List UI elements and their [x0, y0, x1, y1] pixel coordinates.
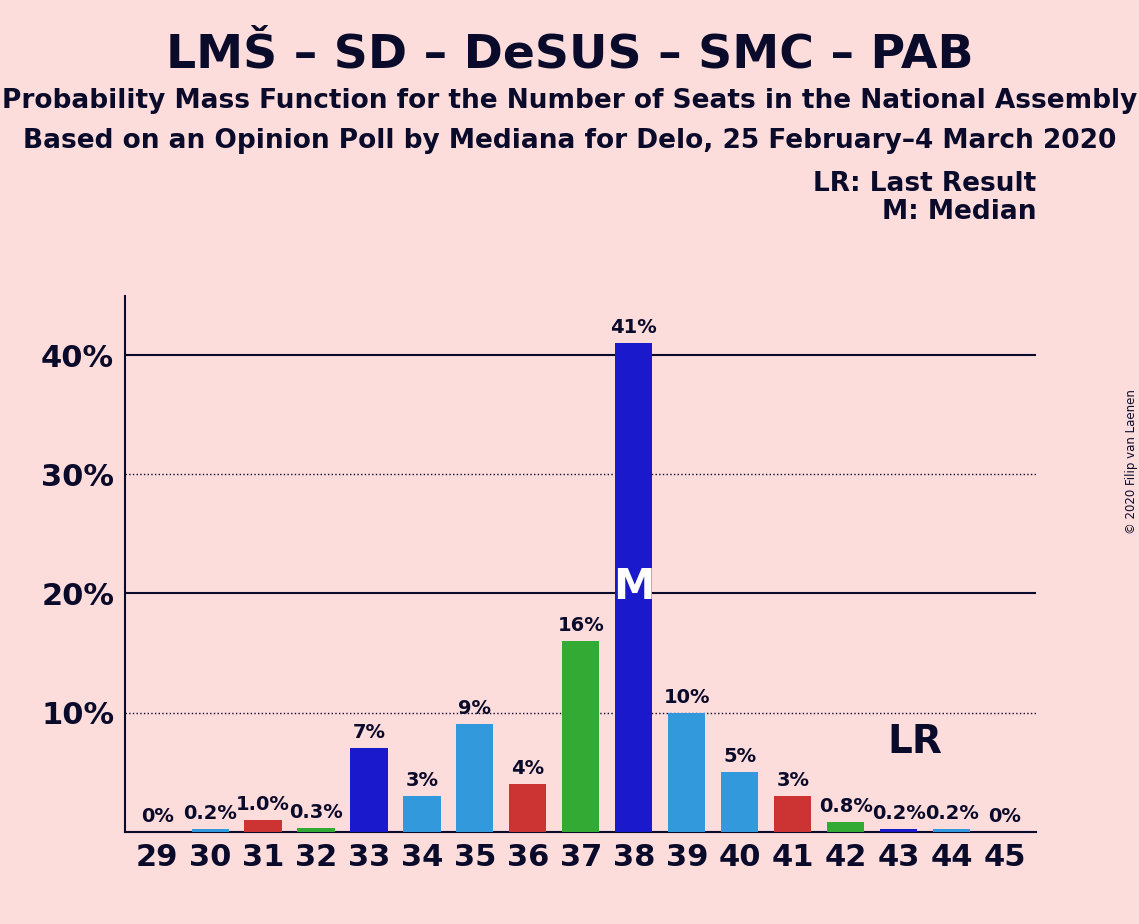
Text: LMŠ – SD – DeSUS – SMC – PAB: LMŠ – SD – DeSUS – SMC – PAB	[165, 32, 974, 78]
Text: 3%: 3%	[777, 771, 810, 790]
Text: 16%: 16%	[557, 616, 605, 635]
Bar	[880, 829, 917, 832]
Text: 10%: 10%	[664, 687, 710, 707]
Bar	[457, 724, 493, 832]
Text: 0%: 0%	[140, 807, 173, 826]
Text: M: Median: M: Median	[882, 199, 1036, 225]
Bar	[191, 829, 229, 832]
Bar	[509, 784, 547, 832]
Text: 0.3%: 0.3%	[289, 803, 343, 822]
Bar	[615, 344, 653, 832]
Bar	[245, 820, 281, 832]
Bar	[827, 822, 865, 832]
Text: 4%: 4%	[511, 759, 544, 778]
Bar	[721, 772, 759, 832]
Text: 1.0%: 1.0%	[236, 795, 290, 814]
Text: Probability Mass Function for the Number of Seats in the National Assembly: Probability Mass Function for the Number…	[2, 88, 1137, 114]
Bar	[933, 829, 970, 832]
Bar	[563, 641, 599, 832]
Text: Based on an Opinion Poll by Mediana for Delo, 25 February–4 March 2020: Based on an Opinion Poll by Mediana for …	[23, 128, 1116, 153]
Bar	[403, 796, 441, 832]
Bar	[669, 712, 705, 832]
Text: © 2020 Filip van Laenen: © 2020 Filip van Laenen	[1124, 390, 1138, 534]
Text: LR: Last Result: LR: Last Result	[813, 171, 1036, 197]
Text: 7%: 7%	[352, 723, 385, 742]
Text: LR: LR	[887, 723, 942, 761]
Bar	[775, 796, 811, 832]
Text: 41%: 41%	[611, 319, 657, 337]
Text: 0.8%: 0.8%	[819, 797, 872, 816]
Bar	[297, 828, 335, 832]
Text: 0%: 0%	[989, 807, 1022, 826]
Text: 0.2%: 0.2%	[871, 804, 926, 823]
Text: 5%: 5%	[723, 748, 756, 766]
Bar	[351, 748, 387, 832]
Text: 3%: 3%	[405, 771, 439, 790]
Text: 0.2%: 0.2%	[183, 804, 237, 823]
Text: 9%: 9%	[458, 699, 491, 719]
Text: M: M	[613, 566, 655, 609]
Text: 0.2%: 0.2%	[925, 804, 978, 823]
